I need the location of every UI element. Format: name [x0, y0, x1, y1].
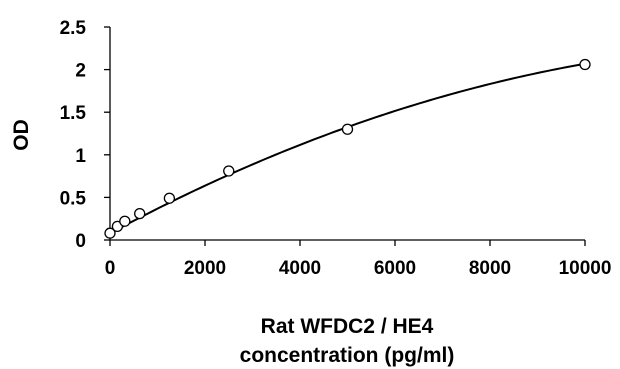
x-ticks: 0 2000 4000 6000 8000 10000	[105, 240, 612, 279]
data-point	[579, 58, 591, 71]
data-point	[341, 123, 354, 135]
y-tick-label: 1.5	[60, 103, 87, 124]
y-tick-label: 0	[75, 231, 86, 252]
axes	[109, 27, 585, 241]
data-point	[134, 207, 146, 220]
data-point	[104, 227, 116, 239]
x-axis-title-line-1: Rat WFDC2 / HE4	[261, 315, 434, 338]
y-tick-label: 0.5	[60, 188, 87, 209]
data-point	[163, 192, 176, 204]
x-axis-title-line-2: concentration (pg/ml)	[240, 344, 455, 367]
y-ticks: 0 0.5 1 1.5 2 2.5	[60, 18, 110, 252]
x-tick-label: 2000	[184, 258, 226, 279]
x-tick-label: 6000	[374, 258, 416, 279]
x-tick-label: 8000	[469, 258, 511, 279]
y-tick-label: 2	[75, 61, 86, 82]
y-axis-title: OD	[10, 119, 33, 151]
x-tick-label: 4000	[279, 258, 321, 279]
data-points	[104, 58, 591, 239]
y-tick-label: 1	[75, 146, 86, 167]
y-tick-label: 2.5	[60, 18, 87, 39]
x-tick-label: 10000	[559, 258, 612, 279]
data-point	[223, 165, 235, 177]
trendline	[109, 62, 586, 235]
data-point	[119, 215, 131, 227]
x-tick-label: 0	[105, 258, 116, 279]
